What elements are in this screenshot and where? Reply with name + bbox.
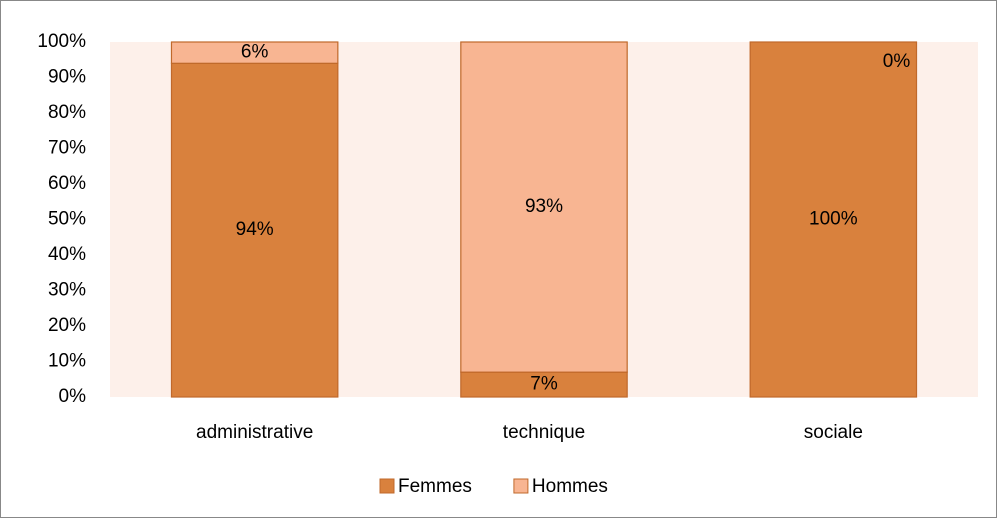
x-tick-label: sociale xyxy=(804,422,863,443)
y-tick-label: 100% xyxy=(37,31,86,52)
data-label: 6% xyxy=(241,42,269,63)
data-label: 93% xyxy=(525,196,563,217)
y-tick-label: 10% xyxy=(48,351,86,372)
bar-segment xyxy=(170,62,339,398)
bar-segment xyxy=(460,41,628,373)
x-tick-label: administrative xyxy=(196,422,313,443)
bar-segment xyxy=(749,41,918,398)
y-tick-label: 60% xyxy=(48,173,86,194)
x-tick-label: technique xyxy=(503,422,585,443)
legend-label: Hommes xyxy=(532,476,608,497)
y-tick-label: 30% xyxy=(48,280,86,301)
y-tick-label: 40% xyxy=(48,244,86,265)
legend-swatch xyxy=(379,478,395,494)
legend-label: Femmes xyxy=(398,476,472,497)
data-label: 0% xyxy=(883,51,911,72)
data-label: 100% xyxy=(809,209,858,230)
y-tick-label: 0% xyxy=(59,386,87,407)
data-label: 7% xyxy=(530,374,558,395)
y-tick-label: 80% xyxy=(48,102,86,123)
y-tick-label: 70% xyxy=(48,138,86,159)
y-tick-label: 50% xyxy=(48,209,86,230)
bar-segment xyxy=(170,41,339,64)
y-tick-label: 90% xyxy=(48,67,86,88)
legend-swatch xyxy=(513,478,529,494)
data-label: 94% xyxy=(236,219,274,240)
bar-segment xyxy=(460,371,628,398)
y-tick-label: 20% xyxy=(48,315,86,336)
